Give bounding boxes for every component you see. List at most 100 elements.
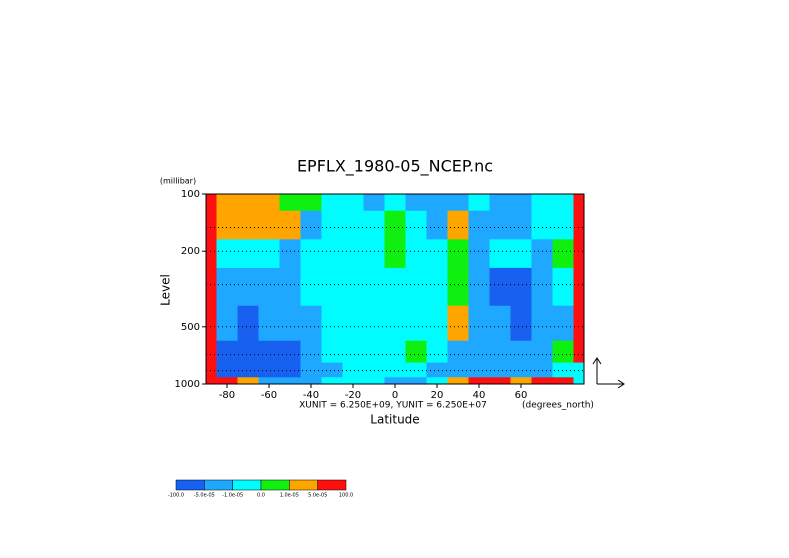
contour-cell <box>405 377 427 385</box>
contour-cell <box>510 210 532 240</box>
contour-cell <box>531 305 553 342</box>
contour-cell <box>206 340 217 364</box>
contour-cell <box>573 239 585 269</box>
contour-cell <box>258 377 280 385</box>
contour-cell <box>342 210 364 240</box>
contour-cell <box>321 305 343 342</box>
contour-cell <box>216 239 238 269</box>
contour-cell <box>531 194 553 212</box>
contour-cell <box>426 377 448 385</box>
contour-cell <box>216 362 238 378</box>
contour-cell <box>468 194 490 212</box>
contour-cell <box>279 267 301 307</box>
contour-cell <box>258 305 280 342</box>
contour-cell <box>258 210 280 240</box>
contour-cell <box>552 267 574 307</box>
contour-cell <box>384 362 406 378</box>
contour-cell <box>573 340 585 364</box>
y-tick-label: 500 <box>181 322 200 333</box>
contour-cell <box>426 210 448 240</box>
contour-cell <box>468 362 490 378</box>
contour-cell <box>552 194 574 212</box>
contour-cell <box>426 362 448 378</box>
contour-cell <box>447 194 469 212</box>
contour-cell <box>510 239 532 269</box>
contour-cell <box>468 340 490 364</box>
contour-cell <box>300 362 322 378</box>
contour-cell <box>342 340 364 364</box>
contour-cell <box>342 362 364 378</box>
contour-cell <box>206 267 217 307</box>
contour-cell <box>300 239 322 269</box>
contour-cell <box>552 377 574 385</box>
contour-cell <box>258 267 280 307</box>
x-tick-label: 40 <box>473 390 486 401</box>
contour-cell <box>489 362 511 378</box>
contour-cell <box>468 239 490 269</box>
contour-cell <box>405 362 427 378</box>
colorbar-label: 100.0 <box>339 493 353 499</box>
colorbar-label: 1.0e-05 <box>280 493 299 499</box>
contour-cell <box>531 340 553 364</box>
contour-cell <box>489 305 511 342</box>
y-tick-label: 1000 <box>175 379 200 390</box>
contour-cell <box>342 239 364 269</box>
contour-cell <box>216 340 238 364</box>
contour-cell <box>206 194 217 212</box>
contour-cell <box>237 377 259 385</box>
contour-cell <box>363 239 385 269</box>
contour-cell <box>300 305 322 342</box>
contour-cell <box>447 377 469 385</box>
contour-cell <box>216 210 238 240</box>
contour-cell <box>279 305 301 342</box>
contour-cell <box>216 267 238 307</box>
colorbar-label: -100.0 <box>168 493 184 499</box>
contour-cell <box>216 305 238 342</box>
contour-cell <box>468 305 490 342</box>
contour-cell <box>552 362 574 378</box>
contour-cell <box>552 340 574 364</box>
x-unit: (degrees_north) <box>522 401 594 411</box>
contour-cell <box>573 267 585 307</box>
contour-cell <box>489 267 511 307</box>
contour-cell <box>510 377 532 385</box>
colorbar-label: 5.0e-05 <box>308 493 327 499</box>
contour-cell <box>510 362 532 378</box>
contour-cell <box>384 267 406 307</box>
contour-cell <box>552 210 574 240</box>
contour-cell <box>447 267 469 307</box>
chart-title: EPFLX_1980-05_NCEP.nc <box>297 157 493 177</box>
contour-cell <box>510 340 532 364</box>
colorbar-swatch <box>317 479 347 491</box>
contour-cell <box>206 305 217 342</box>
contour-cell <box>279 239 301 269</box>
contour-cell <box>279 194 301 212</box>
contour-cell <box>342 377 364 385</box>
contour-cell <box>531 377 553 385</box>
y-tick-label: 200 <box>181 246 200 257</box>
contour-cell <box>510 194 532 212</box>
colorbar-label: -5.0e-05 <box>194 493 215 499</box>
x-axis-label: Latitude <box>370 413 419 427</box>
contour-cell <box>300 267 322 307</box>
contour-cell <box>300 210 322 240</box>
x-tick-label: 0 <box>392 390 398 401</box>
contour-cell <box>447 305 469 342</box>
contour-cell <box>206 362 217 378</box>
contour-cell <box>321 340 343 364</box>
contour-cell <box>489 377 511 385</box>
contour-cell <box>321 239 343 269</box>
contour-cell <box>363 377 385 385</box>
contour-cell <box>510 267 532 307</box>
contour-cell <box>426 239 448 269</box>
contour-cell <box>300 377 322 385</box>
contour-cell <box>447 210 469 240</box>
contour-cell <box>510 305 532 342</box>
contour-cell <box>237 305 259 342</box>
contour-cell <box>258 194 280 212</box>
contour-cell <box>321 210 343 240</box>
colorbar-swatch <box>289 479 318 491</box>
x-tick-label: -60 <box>261 390 277 401</box>
colorbar-swatch <box>232 479 262 491</box>
contour-cell <box>321 194 343 212</box>
